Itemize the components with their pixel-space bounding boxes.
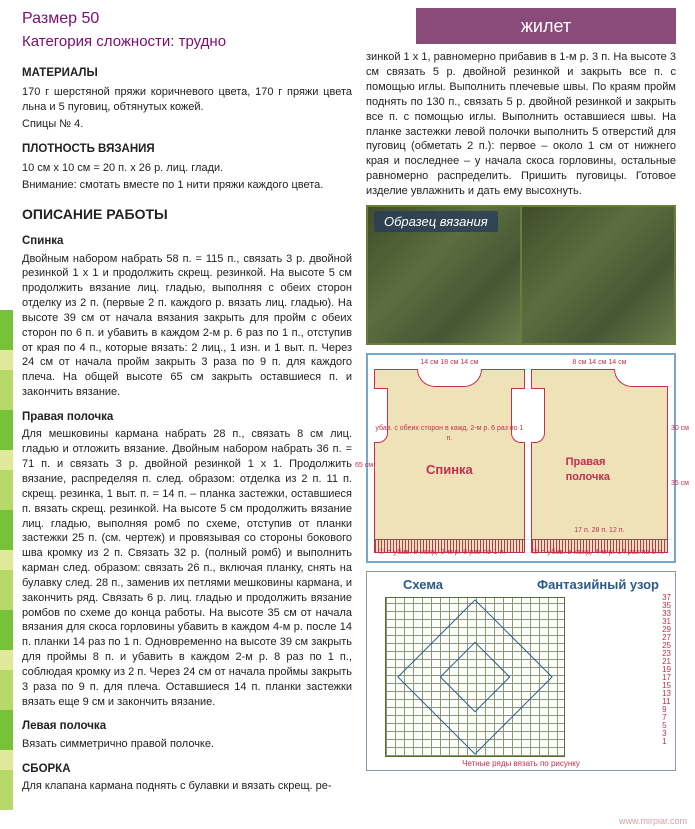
assembly-text-left: Для клапана кармана поднять с булавки и … (22, 779, 352, 794)
schematic-front: Правая полочка 8 см 14 см 14 см 30 см 35… (531, 369, 668, 553)
chart-row-numbers: 373533312927252321191715131197531 (662, 594, 671, 746)
chart-footer: Четные ряды вязать по рисунку (373, 759, 669, 770)
h-total: 65 см (355, 461, 373, 470)
schematic-box: Спинка 14 см 18 см 14 см убав. с обеих с… (366, 353, 676, 563)
dims-front-top: 8 см 14 см 14 см (532, 358, 667, 367)
materials-text: 170 г шерстяной пряжи коричневого цвета,… (22, 85, 352, 115)
left-column: Размер 50 Категория сложности: трудно МА… (22, 8, 352, 796)
size-header: Размер 50 (22, 8, 352, 30)
decorative-stripe (0, 310, 13, 810)
chart-grid (385, 597, 565, 757)
knit-sample-box: Образец вязания (366, 205, 676, 345)
chart-box: Схема Фантазийный узор 37353331292725232… (366, 571, 676, 771)
dims-back-top: 14 см 18 см 14 см (375, 358, 524, 367)
schematic-front-label: Правая полочка (566, 455, 634, 485)
h-front-mid: 30 см (671, 424, 689, 433)
schematic-back: Спинка 14 см 18 см 14 см убав. с обеих с… (374, 369, 525, 553)
front-left-text: Вязать симметрично правой полочке. (22, 737, 352, 752)
schematic-back-label: Спинка (426, 461, 473, 479)
back-text: Двойным набором набрать 58 п. = 115 п., … (22, 252, 352, 400)
materials-title: МАТЕРИАЛЫ (22, 66, 352, 82)
chart-title-right: Фантазийный узор (537, 576, 659, 594)
right-column: жилет зинкой 1 x 1, равномерно прибавив … (366, 8, 676, 796)
difficulty-header: Категория сложности: трудно (22, 32, 352, 52)
section-tab: жилет (416, 8, 676, 44)
w-front: 17 п. 28 п. 12 п. (532, 526, 667, 535)
front-left-title: Левая полочка (22, 719, 352, 735)
watermark: www.mirpiar.com (619, 815, 687, 827)
back-title: Спинка (22, 234, 352, 250)
gauge-note: Внимание: смотать вместе по 1 нити пряжи… (22, 178, 352, 193)
h-front-bot: 35 см (671, 479, 689, 488)
front-right-title: Правая полочка (22, 410, 352, 426)
assembly-title: СБОРКА (22, 762, 352, 778)
page: Размер 50 Категория сложности: трудно МА… (0, 0, 695, 804)
front-right-text: Для мешковины кармана набрать 28 п., свя… (22, 427, 352, 709)
gauge-text: 10 см x 10 см = 20 п. x 26 р. лиц. глади… (22, 161, 352, 176)
sample-image-right (520, 207, 674, 343)
needles-text: Спицы № 4. (22, 117, 352, 132)
work-title: ОПИСАНИЕ РАБОТЫ (22, 205, 352, 224)
legend-2: ② = убав. в кажд. 4-м р. 14 раз по 1 п. (532, 547, 664, 557)
legend-1: ① = убав. в кажд. 2-м р. 8 раз по 1 п. (378, 547, 506, 557)
assembly-text-right: зинкой 1 x 1, равномерно прибавив в 1-м … (366, 50, 676, 198)
gauge-title: ПЛОТНОСТЬ ВЯЗАНИЯ (22, 142, 352, 158)
note-back: убав. с обеих сторон в кажд. 2-м р. 6 ра… (375, 424, 524, 443)
sample-label: Образец вязания (374, 211, 498, 233)
chart-title-left: Схема (403, 576, 443, 594)
